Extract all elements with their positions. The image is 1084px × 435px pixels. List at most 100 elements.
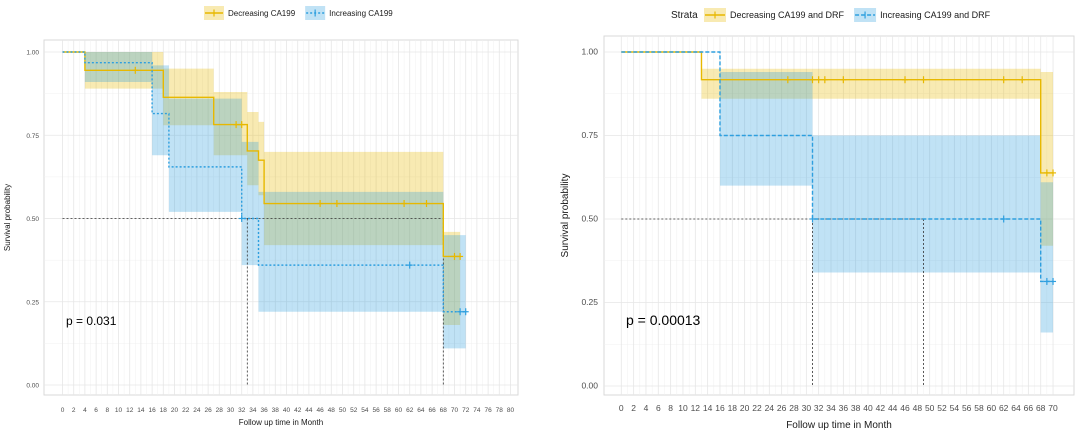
censor-mark [462,308,469,316]
y-axis-title: Survival probability [560,174,571,258]
x-tick-label: 36 [260,407,268,414]
x-tick-label: 22 [182,407,190,414]
censor-mark [233,121,240,129]
x-tick-label: 0 [619,403,624,413]
survival-curve-series-2 [62,51,466,313]
x-tick-label: 4 [83,407,87,414]
x-tick-label: 38 [272,407,280,414]
x-tick-label: 36 [839,403,849,413]
x-tick-label: 10 [115,407,123,414]
x-tick-label: 46 [316,407,324,414]
p-value-annotation: p = 0.031 [66,314,117,328]
censor-mark [920,76,927,84]
x-tick-label: 48 [913,403,923,413]
censor-mark [238,215,245,222]
censor-mark [1043,169,1050,177]
y-tick-label: 0.00 [26,383,39,390]
x-tick-label: 24 [765,403,775,413]
x-tick-label: 52 [350,407,358,414]
x-tick-label: 28 [216,407,224,414]
x-tick-label: 68 [440,407,448,414]
x-tick-label: 16 [715,403,725,413]
censor-mark [784,76,791,84]
x-tick-label: 44 [888,403,898,413]
confidence-band-series-1 [621,52,1054,246]
censor-mark [1019,76,1026,84]
x-tick-label: 20 [740,403,750,413]
x-tick-label: 80 [507,407,515,414]
x-tick-label: 62 [999,403,1009,413]
censor-mark [902,76,909,84]
censor-mark [1050,277,1057,285]
plot-area [603,35,1075,396]
confidence-band-series-2 [621,52,1054,333]
x-tick-label: 76 [484,407,492,414]
x-axis-title: Follow up time in Month [786,420,892,431]
censor-mark [457,252,464,260]
x-tick-label: 38 [851,403,861,413]
x-tick-label: 18 [160,407,168,414]
legend: Decreasing CA199 Increasing CA199 [204,6,393,20]
x-tick-label: 52 [937,403,947,413]
censor-mark [406,261,413,269]
x-tick-label: 50 [925,403,935,413]
x-tick-label: 28 [789,403,799,413]
x-tick-label: 6 [656,403,661,413]
x-tick-label: 70 [451,407,459,414]
y-tick-label: 0.00 [581,381,598,391]
x-tick-label: 24 [193,407,201,414]
y-tick-label: 0.75 [26,133,39,140]
x-tick-label: 14 [137,407,145,414]
y-axis-title: Survival probability [3,184,12,251]
x-tick-label: 32 [814,403,824,413]
x-tick-label: 48 [328,407,336,414]
x-tick-label: 40 [283,407,291,414]
x-tick-label: 60 [987,403,997,413]
censor-mark [423,200,430,208]
y-tick-label: 1.00 [26,50,39,57]
legend-entry-2: Increasing CA199 and DRF [854,8,991,22]
y-tick-label: 0.50 [581,214,598,224]
censor-mark [333,200,340,208]
x-tick-label: 2 [631,403,636,413]
x-tick-label: 54 [950,403,960,413]
x-tick-label: 66 [428,407,436,414]
censor-mark [821,76,828,84]
x-tick-label: 78 [496,407,504,414]
x-tick-label: 56 [962,403,972,413]
x-tick-label: 42 [294,407,302,414]
x-tick-label: 30 [227,407,235,414]
x-tick-label: 54 [361,407,369,414]
x-tick-label: 8 [105,407,109,414]
x-tick-label: 44 [305,407,313,414]
p-value-annotation: p = 0.00013 [626,312,701,328]
censor-mark [809,215,816,223]
censor-mark [1000,76,1007,84]
x-tick-label: 4 [644,403,649,413]
legend-entry-2: Increasing CA199 [305,6,393,20]
censor-mark [238,121,245,129]
x-tick-label: 32 [238,407,246,414]
survival-curve-series-1 [62,51,461,258]
x-tick-label: 6 [94,407,98,414]
x-tick-label: 62 [406,407,414,414]
y-tick-label: 0.25 [26,299,39,306]
x-tick-label: 16 [148,407,156,414]
x-tick-label: 60 [395,407,403,414]
y-tick-label: 0.75 [581,130,598,140]
x-tick-label: 8 [668,403,673,413]
legend-label: Increasing CA199 [329,9,393,18]
x-tick-label: 22 [752,403,762,413]
x-tick-label: 56 [372,407,380,414]
censor-mark [451,252,458,260]
legend: Strata Decreasing CA199 and DRF Increasing… [671,8,991,22]
y-tick-label: 0.50 [26,216,39,223]
x-tick-label: 12 [691,403,701,413]
x-tick-label: 46 [900,403,910,413]
x-tick-label: 2 [72,407,76,414]
x-tick-label: 58 [384,407,392,414]
censor-mark [840,76,847,84]
censor-mark [1050,169,1057,177]
right-km-panel: 0 2 4 6 8 10 12 14 16 18 20 22 24 26 28 30 32 34 36 38 40 42 4… [560,8,1075,431]
